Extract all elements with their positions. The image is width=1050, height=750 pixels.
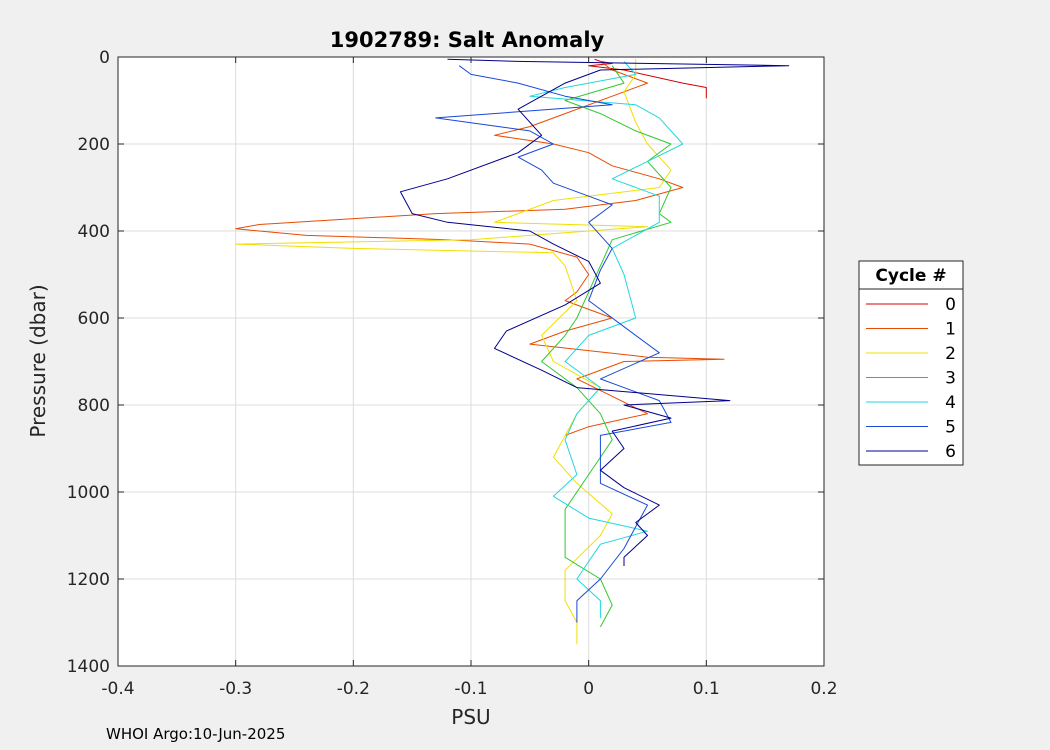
x-tick-label: -0.1 — [454, 679, 487, 699]
series-line-cycle-1 — [235, 60, 725, 436]
series-line-cycle-2 — [235, 59, 672, 645]
legend: Cycle # 0 1 2 3 4 5 6 — [858, 260, 964, 466]
x-tick-label: 0.1 — [693, 679, 720, 699]
chart-title: 1902789: Salt Anomaly — [330, 28, 605, 52]
y-tick-label: 400 — [78, 222, 110, 242]
y-tick-label: 1400 — [67, 657, 110, 677]
series-line-cycle-4 — [529, 61, 684, 619]
grid — [118, 57, 824, 666]
legend-label-cycle-5: 5 — [945, 418, 956, 438]
legend-label-cycle-2: 2 — [945, 344, 956, 364]
legend-title: Cycle # — [875, 266, 946, 286]
x-tick-label: 0 — [583, 679, 594, 699]
series-line-cycle-0 — [588, 58, 707, 99]
y-tick-label: 1200 — [67, 570, 110, 590]
series-line-cycle-6 — [399, 58, 790, 566]
y-tick-label: 800 — [78, 396, 110, 416]
ticks: -0.4 -0.3 -0.2 -0.1 0 0.1 0.2 0 200 400 600 800 1000… — [67, 48, 838, 699]
x-tick-label: -0.3 — [219, 679, 252, 699]
legend-label-cycle-4: 4 — [945, 393, 956, 413]
legend-label-cycle-3: 3 — [945, 369, 956, 389]
y-axis-label: Pressure (dbar) — [26, 284, 50, 437]
series-lines — [235, 58, 790, 645]
series-line-cycle-5 — [435, 65, 672, 623]
y-tick-label: 600 — [78, 309, 110, 329]
series-line-cycle-3 — [541, 65, 672, 628]
x-tick-label: -0.2 — [337, 679, 370, 699]
legend-entries: 0 1 2 3 4 5 6 — [866, 295, 956, 462]
footer-text: WHOI Argo:10-Jun-2025 — [106, 725, 286, 743]
legend-label-cycle-1: 1 — [945, 320, 956, 340]
y-tick-label: 1000 — [67, 483, 110, 503]
x-axis-label: PSU — [451, 705, 490, 729]
y-tick-label: 200 — [78, 135, 110, 155]
legend-label-cycle-6: 6 — [945, 442, 956, 462]
x-tick-label: 0.2 — [810, 679, 837, 699]
y-tick-label: 0 — [99, 48, 110, 68]
legend-label-cycle-0: 0 — [945, 295, 956, 315]
x-tick-label: -0.4 — [101, 679, 134, 699]
legend-box — [858, 260, 964, 466]
